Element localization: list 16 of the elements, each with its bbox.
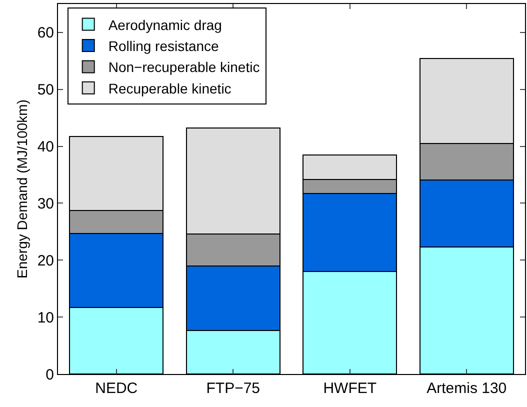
y-tick-label: 20 xyxy=(37,252,54,270)
y-axis-title: Energy Demand (MJ/100km) xyxy=(14,100,30,278)
legend-label: Recuperable kinetic xyxy=(108,80,232,96)
y-tick-label: 30 xyxy=(37,195,54,212)
x-tick-label: HWFET xyxy=(323,380,377,397)
legend-label: Aerodynamic drag xyxy=(108,16,222,33)
x-tick-label: Artemis 130 xyxy=(426,380,507,397)
legend-label: Non−recuperable kinetic xyxy=(108,59,260,76)
y-tick-label: 60 xyxy=(37,24,54,42)
y-tick-label: 10 xyxy=(37,309,54,326)
y-tick-label: 0 xyxy=(46,366,54,384)
y-tick-label: 40 xyxy=(37,138,54,156)
x-tick-label: NEDC xyxy=(95,380,138,397)
legend-label: Rolling resistance xyxy=(108,38,220,54)
y-tick-label: 50 xyxy=(37,82,54,99)
x-tick-label: FTP−75 xyxy=(206,380,260,397)
